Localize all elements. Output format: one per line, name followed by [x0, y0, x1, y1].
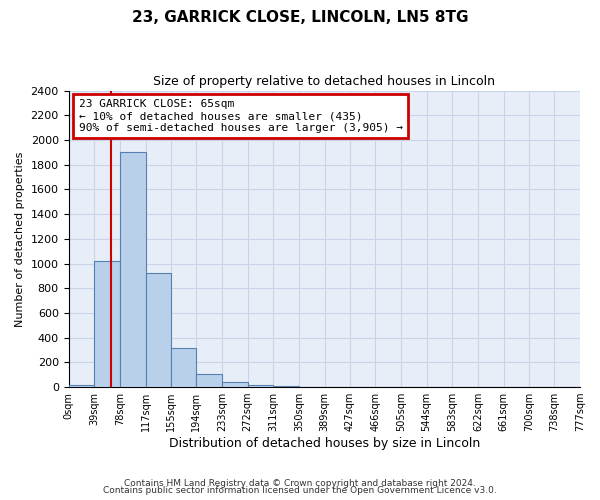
Text: Contains public sector information licensed under the Open Government Licence v3: Contains public sector information licen… [103, 486, 497, 495]
Bar [273, 386, 299, 387]
Bar [120, 152, 146, 387]
Text: 23, GARRICK CLOSE, LINCOLN, LN5 8TG: 23, GARRICK CLOSE, LINCOLN, LN5 8TG [132, 10, 468, 25]
Bar [68, 384, 94, 387]
Bar [146, 274, 170, 387]
Bar [170, 348, 196, 387]
X-axis label: Distribution of detached houses by size in Lincoln: Distribution of detached houses by size … [169, 437, 480, 450]
Bar [196, 374, 222, 387]
Text: Contains HM Land Registry data © Crown copyright and database right 2024.: Contains HM Land Registry data © Crown c… [124, 478, 476, 488]
Title: Size of property relative to detached houses in Lincoln: Size of property relative to detached ho… [153, 75, 495, 88]
Bar [222, 382, 248, 387]
Y-axis label: Number of detached properties: Number of detached properties [15, 151, 25, 326]
Bar [248, 384, 273, 387]
Text: 23 GARRICK CLOSE: 65sqm
← 10% of detached houses are smaller (435)
90% of semi-d: 23 GARRICK CLOSE: 65sqm ← 10% of detache… [79, 100, 403, 132]
Bar [94, 261, 120, 387]
